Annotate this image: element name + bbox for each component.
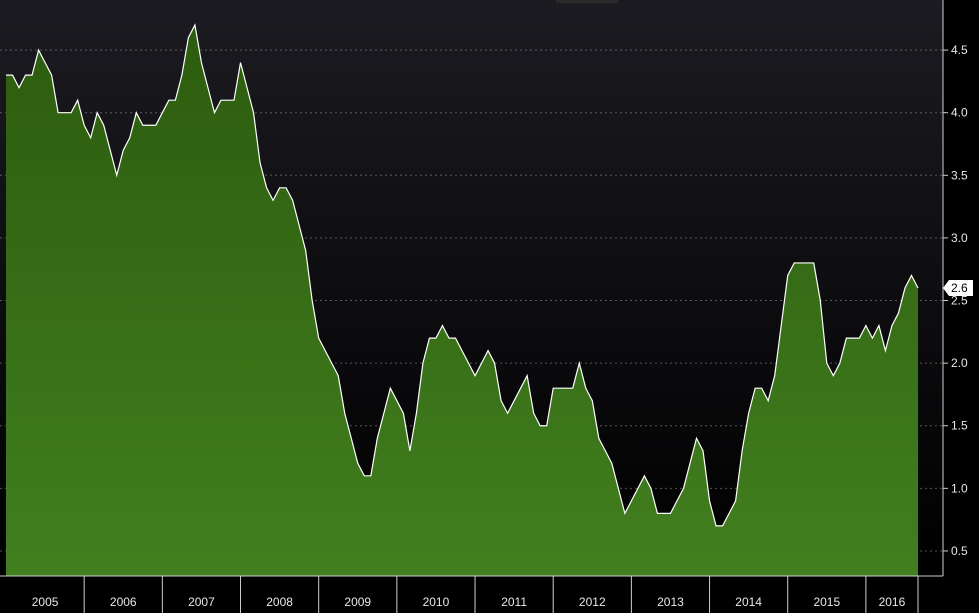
y-tick-label: 1.0 bbox=[951, 481, 968, 495]
y-tick-label: 4.5 bbox=[951, 43, 968, 57]
y-tick-label: 1.5 bbox=[951, 419, 968, 433]
series-area bbox=[6, 25, 918, 577]
y-tick-label: 3.0 bbox=[951, 231, 968, 245]
y-tick: 0.5 bbox=[943, 544, 968, 558]
x-tick-label: 2013 bbox=[657, 595, 684, 609]
x-axis-ticks: 2005 2006 2007 2008 2009 2010 2011 2012 2013 2014… bbox=[32, 576, 919, 613]
x-tick-label: 2012 bbox=[579, 595, 606, 609]
y-tick-label: 2.5 bbox=[951, 294, 968, 308]
x-axis-strip bbox=[0, 576, 979, 613]
y-tick: 4.0 bbox=[943, 106, 968, 120]
x-tick-label: 2008 bbox=[266, 595, 293, 609]
y-tick: 1.5 bbox=[943, 419, 968, 433]
series-line bbox=[6, 23, 919, 527]
x-tick-label: 2014 bbox=[735, 595, 762, 609]
x-tick-label: 2006 bbox=[110, 595, 137, 609]
last-value-flag bbox=[943, 280, 973, 296]
x-tick-label: 2007 bbox=[188, 595, 215, 609]
y-tick-label: 2.0 bbox=[951, 356, 968, 370]
y-tick: 1.0 bbox=[943, 481, 968, 495]
x-tick-label: 2009 bbox=[344, 595, 371, 609]
y-tick: 2.0 bbox=[943, 356, 968, 370]
last-value-text: 2.6 bbox=[951, 281, 968, 295]
y-axis-ticks: 0.5 1.0 1.5 2.0 2.5 3.0 3.5 4.0 4.5 bbox=[943, 43, 968, 558]
y-tick: 3.5 bbox=[943, 168, 968, 182]
y-tick: 4.5 bbox=[943, 43, 968, 57]
y-tick-label: 3.5 bbox=[951, 168, 968, 182]
y-tick: 3.0 bbox=[943, 231, 968, 245]
x-tick-label: 2016 bbox=[879, 595, 906, 609]
y-tick-label: 0.5 bbox=[951, 544, 968, 558]
top-marker bbox=[556, 0, 618, 3]
x-tick-label: 2010 bbox=[423, 595, 450, 609]
x-tick-label: 2005 bbox=[32, 595, 59, 609]
last-value-label: 2.6 bbox=[943, 280, 973, 296]
x-tick-label: 2015 bbox=[813, 595, 840, 609]
y-tick: 2.5 bbox=[943, 294, 968, 308]
y-tick-label: 4.0 bbox=[951, 106, 968, 120]
x-tick-label: 2011 bbox=[501, 595, 527, 609]
